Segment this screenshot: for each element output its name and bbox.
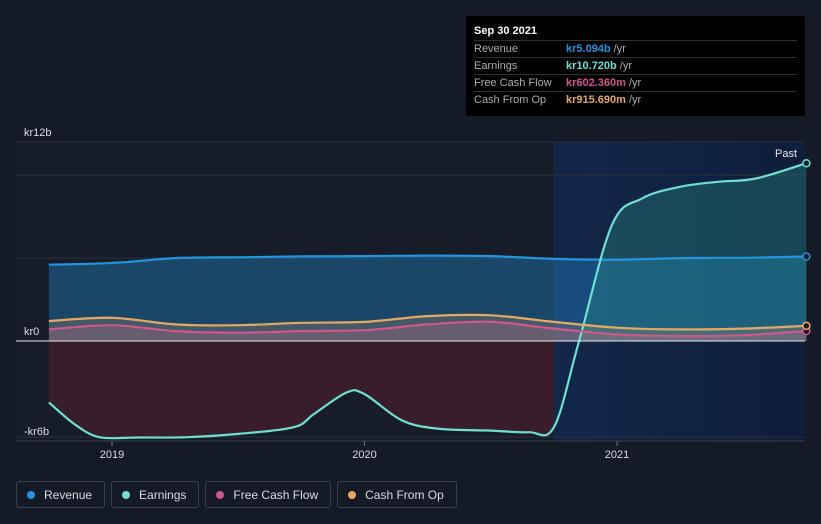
legend-item-free-cash-flow[interactable]: Free Cash Flow: [205, 481, 332, 508]
legend-label: Free Cash Flow: [233, 487, 319, 502]
tooltip-value: kr602.360m: [566, 77, 626, 89]
y-tick-label: -kr6b: [24, 426, 49, 438]
revenue-line: [48, 254, 807, 266]
x-tick-label: 2021: [605, 449, 629, 461]
tooltip-date: Sep 30 2021: [474, 25, 537, 37]
legend-dot-icon: [27, 490, 35, 499]
cash-from-op-end-point: [802, 321, 811, 331]
tooltip-row-cash-from-op: Cash From Op kr915.690m /yr: [474, 91, 797, 108]
tooltip-label: Earnings: [474, 60, 518, 72]
legend-label: Cash From Op: [365, 487, 444, 502]
tooltip-unit: /yr: [613, 43, 626, 55]
axis-ticks: kr12b kr0 -kr6b 2019 2020 2021 Past: [24, 127, 797, 461]
revenue-end-point: [802, 252, 811, 261]
past-label: Past: [775, 148, 797, 160]
x-tick-label: 2019: [100, 449, 124, 461]
tooltip-unit: /yr: [619, 60, 632, 72]
legend-dot-icon: [122, 490, 131, 499]
legend-item-cash-from-op[interactable]: Cash From Op: [337, 481, 457, 508]
tooltip-unit: /yr: [628, 94, 642, 106]
legend-label: Earnings: [139, 487, 187, 502]
free-cash-flow-area: [48, 321, 807, 341]
chart-area: kr12b kr0 -kr6b 2019 2020 2021 Past: [16, 127, 811, 461]
earnings-end-point: [802, 158, 811, 168]
tooltip-row-free-cash-flow: Free Cash Flow kr602.360m /yr: [474, 74, 797, 91]
tooltip-label: Free Cash Flow: [474, 77, 552, 89]
tooltip-label: Cash From Op: [474, 94, 547, 106]
tooltip-row-earnings: Earnings kr10.720b /yr: [474, 57, 797, 74]
tooltip-value: kr5.094b: [566, 43, 611, 55]
tooltip-value: kr915.690m: [566, 94, 626, 106]
earnings-area-positive: [48, 163, 807, 341]
tooltip-row-revenue: Revenue kr5.094b /yr: [474, 40, 797, 57]
past-region: [553, 142, 805, 441]
legend-item-revenue[interactable]: Revenue: [16, 481, 106, 508]
series-lines: [16, 158, 811, 440]
earnings-area-negative: [48, 341, 554, 439]
revenue-area: [48, 255, 807, 341]
earnings-line: [48, 162, 807, 440]
y-tick-label: kr12b: [24, 127, 52, 139]
cash-from-op-line: [48, 313, 807, 331]
tooltip-unit: /yr: [628, 77, 642, 89]
legend-dot-icon: [216, 490, 225, 499]
x-tick-label: 2020: [352, 449, 376, 461]
legend: Revenue Earnings Free Cash Flow Cash Fro…: [16, 481, 457, 508]
legend-dot-icon: [348, 490, 357, 499]
y-tick-label: kr0: [24, 326, 39, 338]
tooltip-label: Revenue: [474, 43, 519, 55]
tooltip-value: kr10.720b: [566, 60, 617, 72]
legend-label: Revenue: [44, 487, 93, 502]
legend-item-earnings[interactable]: Earnings: [111, 481, 200, 508]
tooltip: Sep 30 2021 Revenue kr5.094b /yr Earning…: [466, 16, 805, 116]
free-cash-flow-line: [48, 320, 807, 338]
